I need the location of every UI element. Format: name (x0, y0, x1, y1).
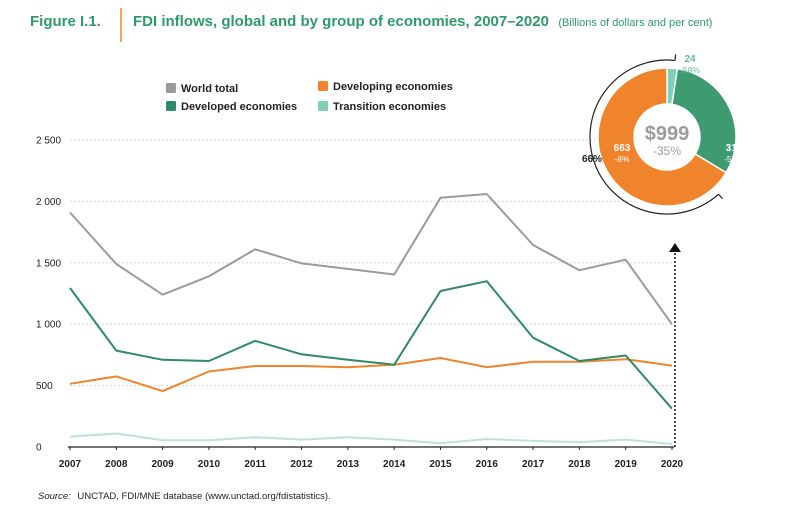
series-line-developed-economies (69, 280, 673, 410)
series-line-transition-economies (69, 432, 673, 446)
y-tick-label: 1 000 (36, 320, 61, 331)
donut-connector (669, 243, 681, 447)
donut-center-value: $999 (645, 123, 690, 145)
y-tick-label: 500 (36, 381, 53, 392)
x-tick-label: 2014 (383, 459, 406, 470)
y-axis: 0 500 1 000 1 500 2 000 2 500 (36, 136, 674, 454)
x-tick-label: 2017 (522, 459, 545, 470)
slice-change-label: -58% (724, 154, 744, 164)
bracket-tick (718, 193, 723, 200)
x-tick-label: 2018 (568, 459, 591, 470)
y-tick-label: 0 (36, 443, 42, 454)
figure-title-unit: (Billions of dollars and per cent) (558, 17, 712, 29)
legend-swatch (318, 81, 328, 91)
series-line-developing-economies (69, 357, 673, 393)
legend: World total Developed economies Developing… (166, 81, 453, 113)
connector-arrowhead (669, 243, 681, 252)
x-tick-label: 2008 (105, 459, 128, 470)
y-tick-label: 2 000 (36, 197, 61, 208)
x-tick-label: 2016 (476, 459, 499, 470)
figure-title-main: FDI inflows, global and by group of econ… (133, 13, 549, 30)
y-tick-label: 1 500 (36, 258, 61, 269)
legend-swatch (318, 101, 328, 111)
source-note: Source: UNCTAD, FDI/MNE database (www.un… (38, 491, 331, 502)
legend-label: Developing economies (333, 81, 453, 93)
x-tick-label: 2009 (151, 459, 174, 470)
x-tick-label: 2012 (290, 459, 313, 470)
legend-label: World total (181, 83, 238, 95)
legend-swatch (166, 101, 176, 111)
x-tick-label: 2020 (661, 459, 684, 470)
y-gridlines (70, 139, 672, 387)
x-tick-label: 2015 (429, 459, 452, 470)
x-tick-label: 2019 (615, 459, 638, 470)
slice-value-label: 312 (726, 143, 743, 154)
slice-change-label: -58% (680, 65, 700, 75)
legend-swatch (166, 83, 176, 93)
figure-title: FDI inflows, global and by group of econ… (133, 13, 712, 30)
slice-value-label: 24 (684, 54, 696, 65)
source-text: UNCTAD, FDI/MNE database (www.unctad.org… (77, 491, 330, 502)
legend-label: Developed economies (181, 101, 297, 113)
x-tick-label: 2010 (198, 459, 221, 470)
slice-change-label: -8% (614, 154, 630, 164)
legend-label: Transition economies (333, 101, 446, 113)
bracket-tick (674, 54, 677, 61)
donut-hole (634, 104, 700, 170)
donut-center-change: -35% (653, 144, 681, 158)
x-tick-label: 2007 (59, 459, 82, 470)
x-axis: 2007 2008 2009 2010 2011 2012 2013 2014 2015 2016… (59, 447, 684, 470)
y-tick-label: 2 500 (36, 136, 61, 147)
slice-value-label: 663 (614, 143, 631, 154)
donut-chart: $999-35%663-8%312-58%24-58%66% (582, 54, 744, 215)
x-tick-label: 2011 (244, 459, 266, 470)
figure-label: Figure I.1. (30, 13, 101, 30)
series-line-world-total (69, 193, 673, 325)
line-series (69, 193, 673, 446)
donut-share-label: 66% (582, 154, 602, 165)
x-tick-label: 2013 (337, 459, 360, 470)
source-prefix: Source: (38, 491, 71, 502)
donut-bracket (589, 59, 719, 215)
